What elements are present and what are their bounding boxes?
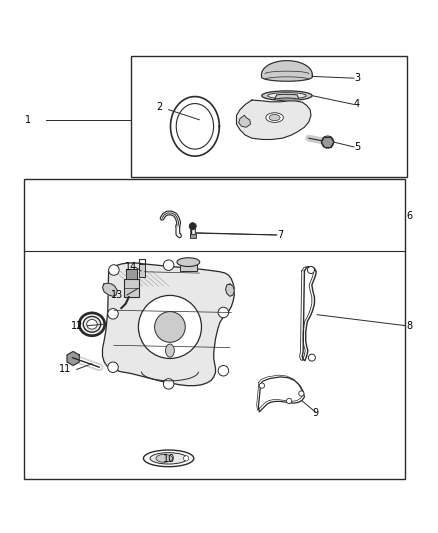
Bar: [190, 233, 196, 238]
Circle shape: [218, 307, 229, 318]
Text: 4: 4: [354, 100, 360, 109]
Text: 10: 10: [162, 454, 175, 464]
Polygon shape: [302, 266, 316, 361]
Circle shape: [307, 266, 314, 273]
Bar: [24, 179, 405, 479]
Text: 12: 12: [71, 321, 83, 330]
Polygon shape: [67, 351, 79, 366]
Ellipse shape: [266, 113, 283, 123]
Circle shape: [218, 366, 229, 376]
Text: 7: 7: [277, 230, 283, 240]
Polygon shape: [226, 284, 234, 296]
Text: 14: 14: [125, 262, 138, 272]
Bar: [124, 279, 139, 297]
Polygon shape: [258, 377, 304, 412]
Text: 13: 13: [111, 290, 124, 300]
Ellipse shape: [166, 344, 174, 357]
Text: 5: 5: [354, 142, 360, 152]
Text: 2: 2: [157, 102, 163, 111]
Ellipse shape: [143, 450, 194, 467]
Text: 11: 11: [59, 365, 71, 374]
Polygon shape: [102, 283, 117, 296]
Ellipse shape: [87, 319, 97, 329]
Circle shape: [308, 354, 315, 361]
Bar: [139, 264, 145, 277]
Polygon shape: [239, 115, 251, 127]
Polygon shape: [170, 96, 219, 156]
Ellipse shape: [79, 313, 105, 336]
Bar: [180, 261, 197, 271]
Text: 9: 9: [312, 408, 318, 418]
Circle shape: [108, 309, 118, 319]
Text: 8: 8: [406, 321, 413, 330]
Circle shape: [109, 265, 119, 275]
Text: 3: 3: [354, 73, 360, 83]
Ellipse shape: [268, 93, 306, 99]
Circle shape: [138, 295, 201, 359]
Circle shape: [155, 312, 185, 342]
Circle shape: [189, 223, 196, 230]
Circle shape: [184, 456, 189, 461]
Circle shape: [299, 391, 304, 396]
Ellipse shape: [269, 115, 280, 120]
Polygon shape: [237, 100, 311, 140]
Text: 6: 6: [406, 211, 413, 221]
Text: 1: 1: [25, 115, 32, 125]
Bar: [126, 269, 137, 279]
Ellipse shape: [156, 455, 173, 462]
Polygon shape: [275, 94, 299, 99]
Circle shape: [321, 136, 334, 148]
Circle shape: [163, 260, 174, 270]
Polygon shape: [102, 263, 234, 386]
Circle shape: [286, 398, 292, 403]
Bar: [131, 56, 407, 177]
Ellipse shape: [150, 453, 187, 464]
Circle shape: [163, 378, 174, 389]
Circle shape: [259, 383, 265, 388]
Ellipse shape: [177, 258, 200, 266]
Polygon shape: [261, 61, 312, 81]
Ellipse shape: [83, 317, 101, 332]
Ellipse shape: [261, 91, 312, 101]
Circle shape: [108, 362, 118, 373]
